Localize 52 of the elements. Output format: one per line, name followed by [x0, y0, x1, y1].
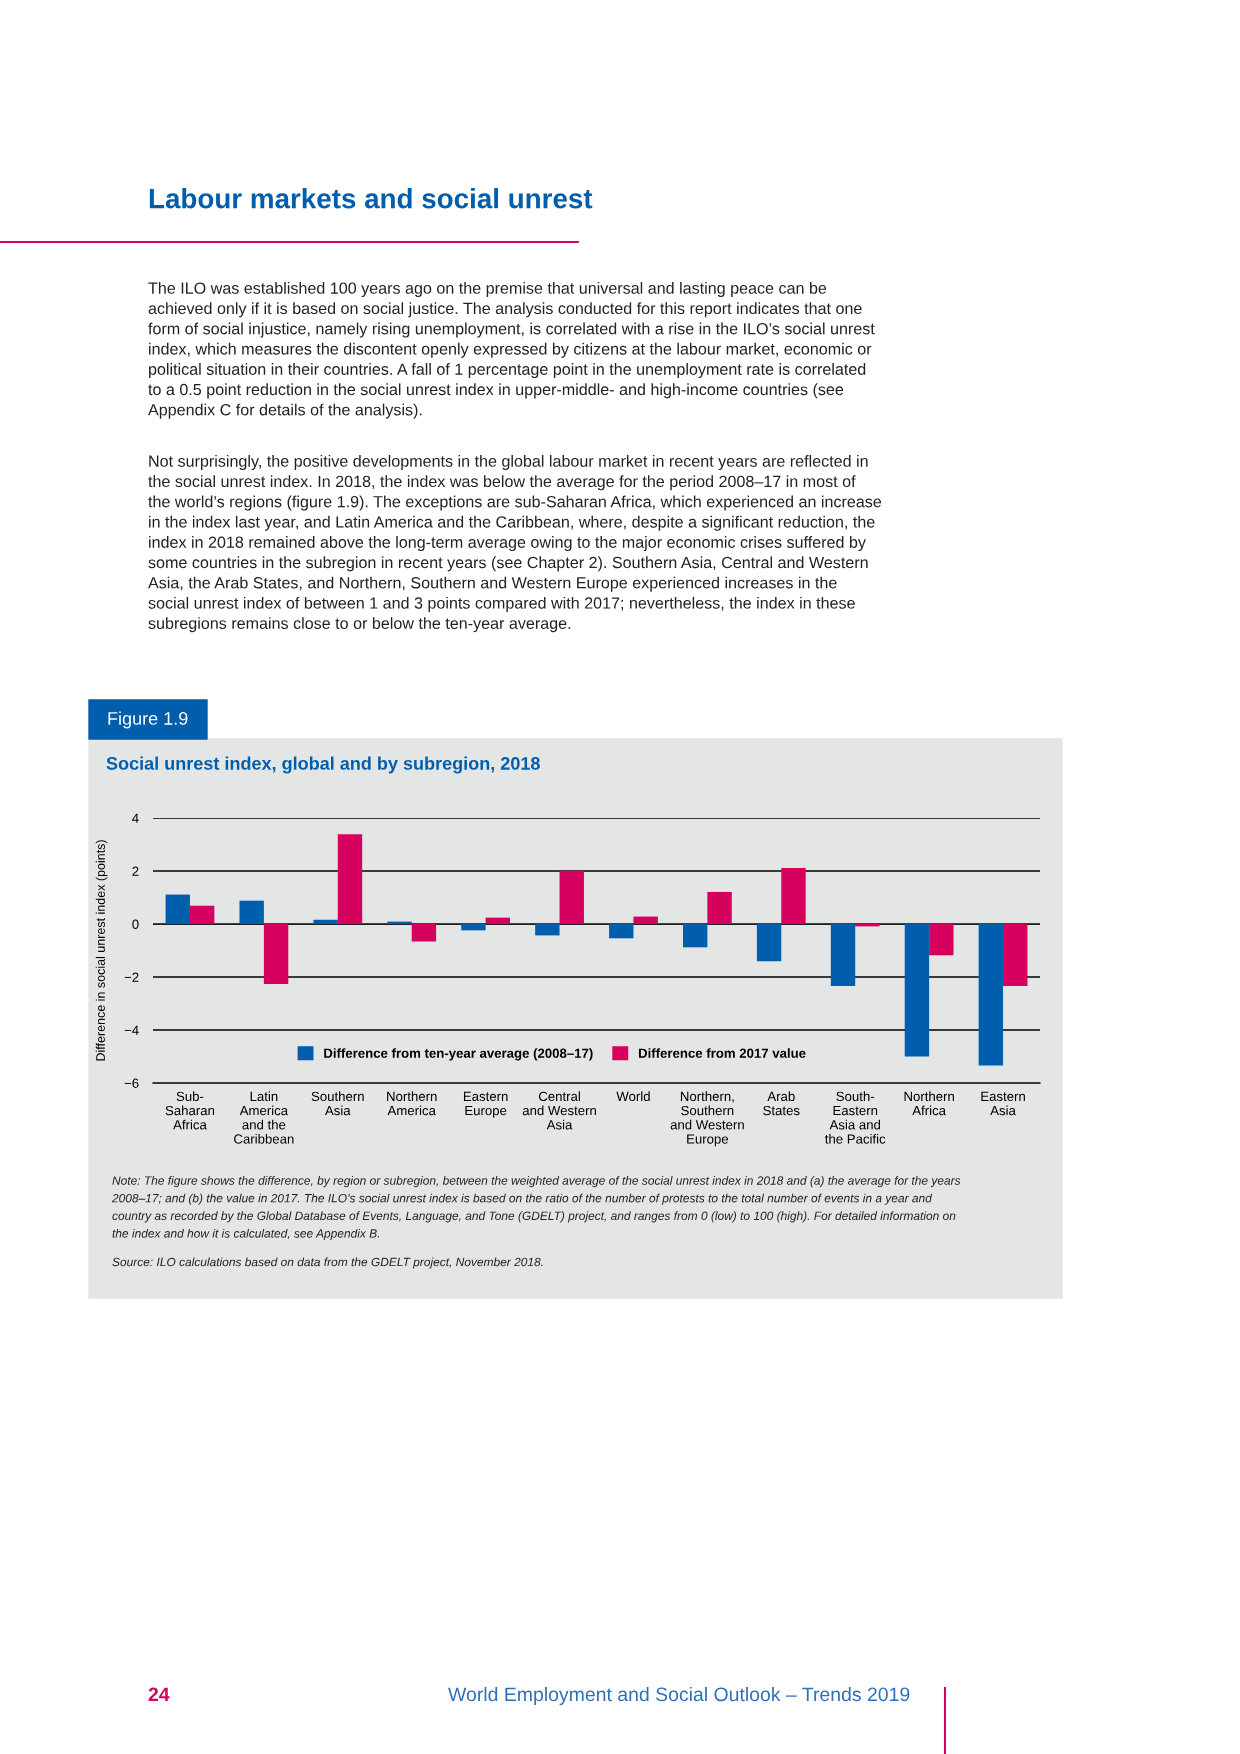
bar: [929, 924, 954, 956]
legend-label: Difference from ten-year average (2008–17): [324, 1048, 593, 1061]
y-axis-title: Difference in social unrest index (points): [95, 840, 108, 1061]
y-tick-label: 2: [132, 866, 139, 876]
y-tick-label: −2: [124, 972, 139, 982]
caption: Figure 1.9: [108, 711, 188, 729]
bar: [978, 924, 1004, 1066]
bar: [781, 868, 806, 924]
bar: [609, 924, 634, 939]
x-tick-label: Northern Africa: [904, 1091, 954, 1116]
x-tick-label: Southern Asia: [311, 1091, 364, 1116]
bar: [756, 924, 782, 962]
x-tick-label: Eastern Asia: [981, 1091, 1025, 1116]
y-tick-label: −4: [124, 1025, 139, 1035]
x-tick-label: Arab States: [763, 1091, 800, 1116]
x-tick-label: Sub- Saharan Africa: [165, 1091, 215, 1130]
bar: [313, 919, 338, 924]
text: 24: [148, 1687, 170, 1702]
bar: [682, 924, 708, 948]
text: Labour markets and social unrest: [149, 188, 593, 209]
bar: [189, 905, 215, 924]
bar: [1003, 924, 1028, 987]
bar: [707, 891, 732, 924]
bar: [559, 870, 584, 924]
chart-title: Social unrest index, global and by subregion, 2018: [106, 756, 540, 774]
bar: [904, 924, 930, 1057]
text: The ILO was established 100 years ago on the premise that universal and lasting peace can be achieved only if it is based on social justice. The analysis conducted for this report indicates that one form of social injustice, namely rising unemployment, is correlated with a rise in the ILO’s social unrest index, which measures the discontent openly expressed by citizens at the labour market, economic or political situation in their countries. A fall of 1 percentage point in the unemployment rate is correlated to a 0.5 point reduction in the social unrest index in upper-middle- and high-income countries (see Appendix C for details of the analysis).: [148, 282, 875, 419]
x-tick-label: Latin America and the Caribbean: [234, 1091, 294, 1144]
bar: [411, 924, 437, 942]
y-tick-label: −6: [124, 1078, 139, 1088]
source-note: Source: ILO calculations based on data from the GDELT project, November 2018.: [112, 1257, 543, 1269]
bar: [535, 924, 560, 936]
text: Note: The figure shows the difference, by region or subregion, between the weighted average of the social unrest index in 2018 and (a) the average for the years 2008–17; and (b) the value in 2017. The ILO’s social unrest index is based on the ratio of the number of protests to the total number of events in a year and country as recorded by the Global Database of Events, Language, and Tone (GDELT) project, and ranges from 0 (low) to 100 (high). For detailed information on the index and how it is calculated, see Appendix B.: [111, 1176, 961, 1241]
bar: [165, 894, 190, 924]
bar: [239, 900, 264, 924]
bar: [263, 924, 289, 984]
text: World Employment and Social Outlook – Trends 2019: [448, 1686, 910, 1706]
y-tick-label: 0: [132, 919, 139, 929]
x-tick-label: Northern America: [387, 1091, 437, 1116]
bar: [337, 834, 363, 924]
y-tick-label: 4: [132, 813, 139, 823]
text: Not surprisingly, the positive developments in the global labour market in recent years are reflected in the social unrest index. In 2018, the index was below the average for the period 2008–17 in most of the world’s regions (figure 1.9). The exceptions are sub-Saharan Africa, which experienced an increase in the index last year, and Latin America and the Caribbean, where, despite a significant reduction, the index in 2018 remained above the long-term average owing to the major economic crises suffered by some countries in the subregion in recent years (see Chapter 2). Southern Asia, Central and Western Asia, the Arab States, and Northern, Southern and Western Europe experienced increases in the social unrest index of between 1 and 3 points compared with 2017; nevertheless, the index in these subregions remains close to or below the ten-year average.: [148, 455, 882, 633]
bar: [830, 924, 856, 987]
x-tick-label: Eastern Europe: [463, 1091, 508, 1118]
x-tick-label: World: [616, 1091, 650, 1102]
bar: [485, 917, 511, 924]
x-tick-label: Central and Western Asia: [522, 1091, 596, 1130]
x-tick-label: South- Eastern Asia and the Pacific: [824, 1091, 886, 1144]
bar: [633, 916, 658, 924]
bar: [461, 924, 486, 931]
legend-label: Difference from 2017 value: [638, 1048, 806, 1058]
x-tick-label: Northern, Southern and Western Europe: [670, 1091, 744, 1147]
